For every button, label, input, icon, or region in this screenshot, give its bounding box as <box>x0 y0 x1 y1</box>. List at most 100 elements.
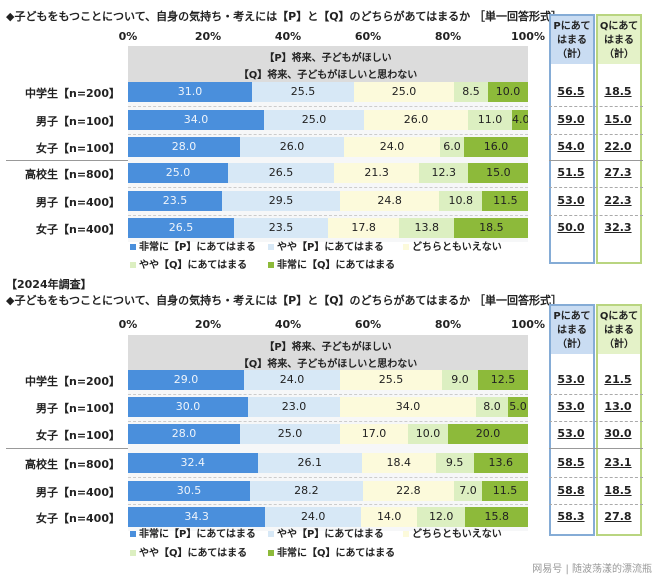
bar-segment: 12.3 <box>419 163 469 183</box>
legend-label: どちらともいえない <box>412 242 502 253</box>
bar-segment: 31.0 <box>128 82 252 102</box>
row-separator <box>128 106 528 107</box>
bar-segment: 29.5 <box>222 191 340 211</box>
bar-segment: 24.0 <box>344 137 440 157</box>
legend-item: やや【Q】にあてはまる <box>130 544 247 559</box>
x-tick-label: 20% <box>194 318 222 331</box>
q-total-value: 22.3 <box>604 194 632 207</box>
q-header-line: はまる <box>604 35 634 46</box>
legend-swatch <box>403 531 409 537</box>
bar-segment: 15.0 <box>468 163 529 183</box>
row-label: 男子【n=100】 <box>35 115 120 128</box>
legend-item: どちらともいえない <box>403 238 502 253</box>
side-row-separator <box>549 187 643 188</box>
bar-segment: 26.5 <box>128 218 234 238</box>
p-header-line: Pにあて <box>553 21 591 32</box>
q-header-line: （計） <box>604 49 634 60</box>
legend-swatch <box>268 531 274 537</box>
bar-segment: 12.0 <box>417 507 466 527</box>
x-tick-label: 100% <box>511 30 545 43</box>
bar-segment: 23.5 <box>128 191 222 211</box>
q-total-value: 27.3 <box>604 166 632 179</box>
q-total-value: 13.0 <box>604 400 632 413</box>
side-row-separator <box>549 394 643 395</box>
bar-segment: 18.4 <box>362 453 436 473</box>
legend-item: やや【P】にあてはまる <box>268 525 384 540</box>
bar-segment: 25.0 <box>264 110 364 130</box>
bar-segment: 24.8 <box>340 191 440 211</box>
bar-segment: 10.0 <box>408 424 448 444</box>
bar-segment: 25.0 <box>128 163 228 183</box>
row-label: 女子【n=100】 <box>35 142 120 155</box>
row-label: 男子【n=400】 <box>35 486 120 499</box>
side-row-separator <box>549 215 643 216</box>
group-separator-side <box>549 448 643 449</box>
q-total-value: 15.0 <box>604 113 632 126</box>
x-tick-label: 80% <box>434 30 462 43</box>
survey-label: 【2024年調査】 <box>6 278 92 291</box>
legend-label: やや【P】にあてはまる <box>277 529 384 540</box>
q-header-line: はまる <box>604 325 634 336</box>
p-total-value: 50.0 <box>557 221 585 234</box>
bar-segment: 34.0 <box>340 397 476 417</box>
row-label: 女子【n=400】 <box>35 512 120 525</box>
header-line-p: 【P】将来、子どもがほしい <box>264 53 392 64</box>
row-label: 女子【n=100】 <box>35 429 120 442</box>
bar-segment: 9.0 <box>442 370 478 390</box>
x-tick-label: 0% <box>118 30 138 43</box>
p-total-value: 53.0 <box>557 194 585 207</box>
bar-segment: 23.0 <box>248 397 340 417</box>
bar-segment: 26.5 <box>228 163 334 183</box>
q-total-column: Qにあて はまる （計） <box>596 304 642 536</box>
side-row-separator <box>549 421 643 422</box>
legend-label: やや【P】にあてはまる <box>277 242 384 253</box>
q-total-header: Qにあて はまる （計） <box>598 306 640 354</box>
q-total-value: 21.5 <box>604 373 632 386</box>
legend-item: やや【Q】にあてはまる <box>130 256 247 271</box>
p-total-value: 51.5 <box>557 166 585 179</box>
legend-swatch <box>268 550 274 556</box>
legend-item: どちらともいえない <box>403 525 502 540</box>
q-total-value: 18.5 <box>604 85 632 98</box>
bar-segment: 17.0 <box>340 424 408 444</box>
bar-segment: 30.0 <box>128 397 248 417</box>
bar-segment: 14.0 <box>361 507 418 527</box>
row-label: 高校生【n=800】 <box>24 168 120 181</box>
p-total-header: Pにあて はまる （計） <box>551 306 593 354</box>
legend-item: 非常に【Q】にあてはまる <box>268 544 395 559</box>
legend-label: 非常に【P】にあてはまる <box>139 242 256 253</box>
bar-segment: 7.0 <box>454 481 482 501</box>
bar-segment: 20.0 <box>448 424 528 444</box>
q-total-value: 30.0 <box>604 427 632 440</box>
row-label: 中学生【n=200】 <box>24 375 120 388</box>
bar-segment: 25.0 <box>240 424 340 444</box>
legend-item: 非常に【P】にあてはまる <box>130 525 256 540</box>
side-row-separator <box>549 477 643 478</box>
p-header-line: はまる <box>557 325 587 336</box>
bar-segment: 13.6 <box>473 453 528 473</box>
bar-segment: 25.5 <box>340 370 442 390</box>
legend-label: やや【Q】にあてはまる <box>139 548 248 559</box>
bar-segment: 6.0 <box>440 137 464 157</box>
row-separator <box>128 421 528 422</box>
bar-segment: 22.8 <box>362 481 454 501</box>
x-tick-label: 40% <box>274 318 302 331</box>
legend-label: やや【Q】にあてはまる <box>139 260 248 271</box>
chart-title: ◆子どもをもつことについて、自身の気持ち・考えには【P】と【Q】のどちらがあては… <box>6 294 562 307</box>
bar-segment: 11.0 <box>468 110 512 130</box>
header-line-q: 【Q】将来、子どもがほしいと思わない <box>238 70 418 81</box>
row-separator <box>128 504 528 505</box>
x-tick-label: 40% <box>274 30 302 43</box>
x-tick-label: 20% <box>194 30 222 43</box>
x-tick-label: 80% <box>434 318 462 331</box>
bar-segment: 21.3 <box>334 163 420 183</box>
bar-segment: 11.5 <box>482 481 528 501</box>
legend-label: 非常に【Q】にあてはまる <box>277 260 396 271</box>
p-total-header: Pにあて はまる （計） <box>551 16 593 64</box>
bar-segment: 8.0 <box>476 397 508 417</box>
legend-swatch <box>130 550 136 556</box>
row-separator <box>128 477 528 478</box>
watermark: 网易号 | 随波荡漾的漂流瓶 <box>532 564 652 575</box>
group-separator <box>6 160 128 161</box>
bar-segment: 18.5 <box>454 218 529 238</box>
